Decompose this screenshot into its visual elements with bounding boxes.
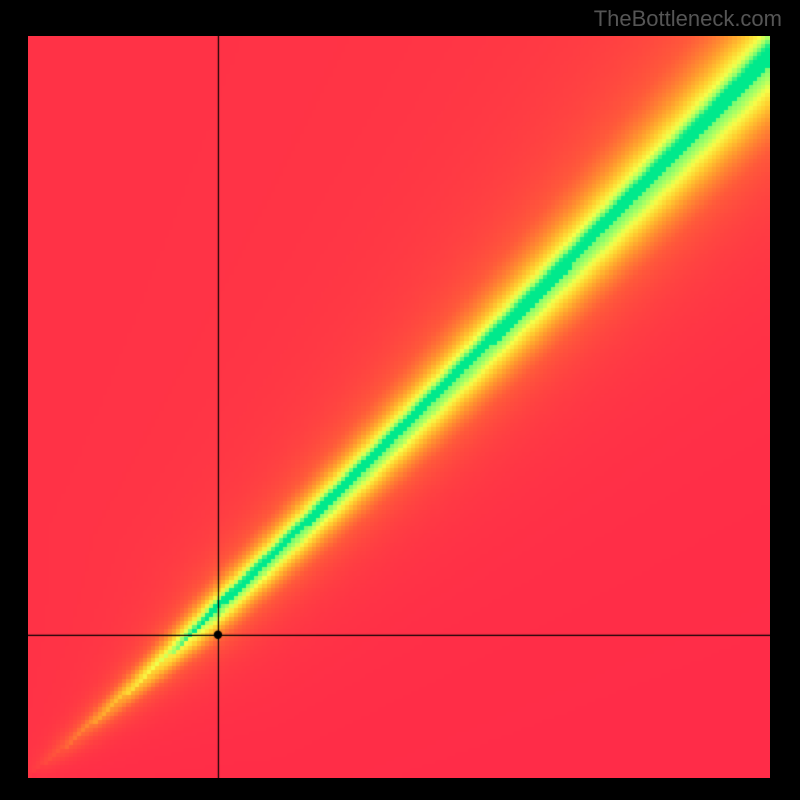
chart-container: TheBottleneck.com — [0, 0, 800, 800]
attribution-label: TheBottleneck.com — [594, 6, 782, 32]
bottleneck-heatmap — [28, 36, 770, 778]
